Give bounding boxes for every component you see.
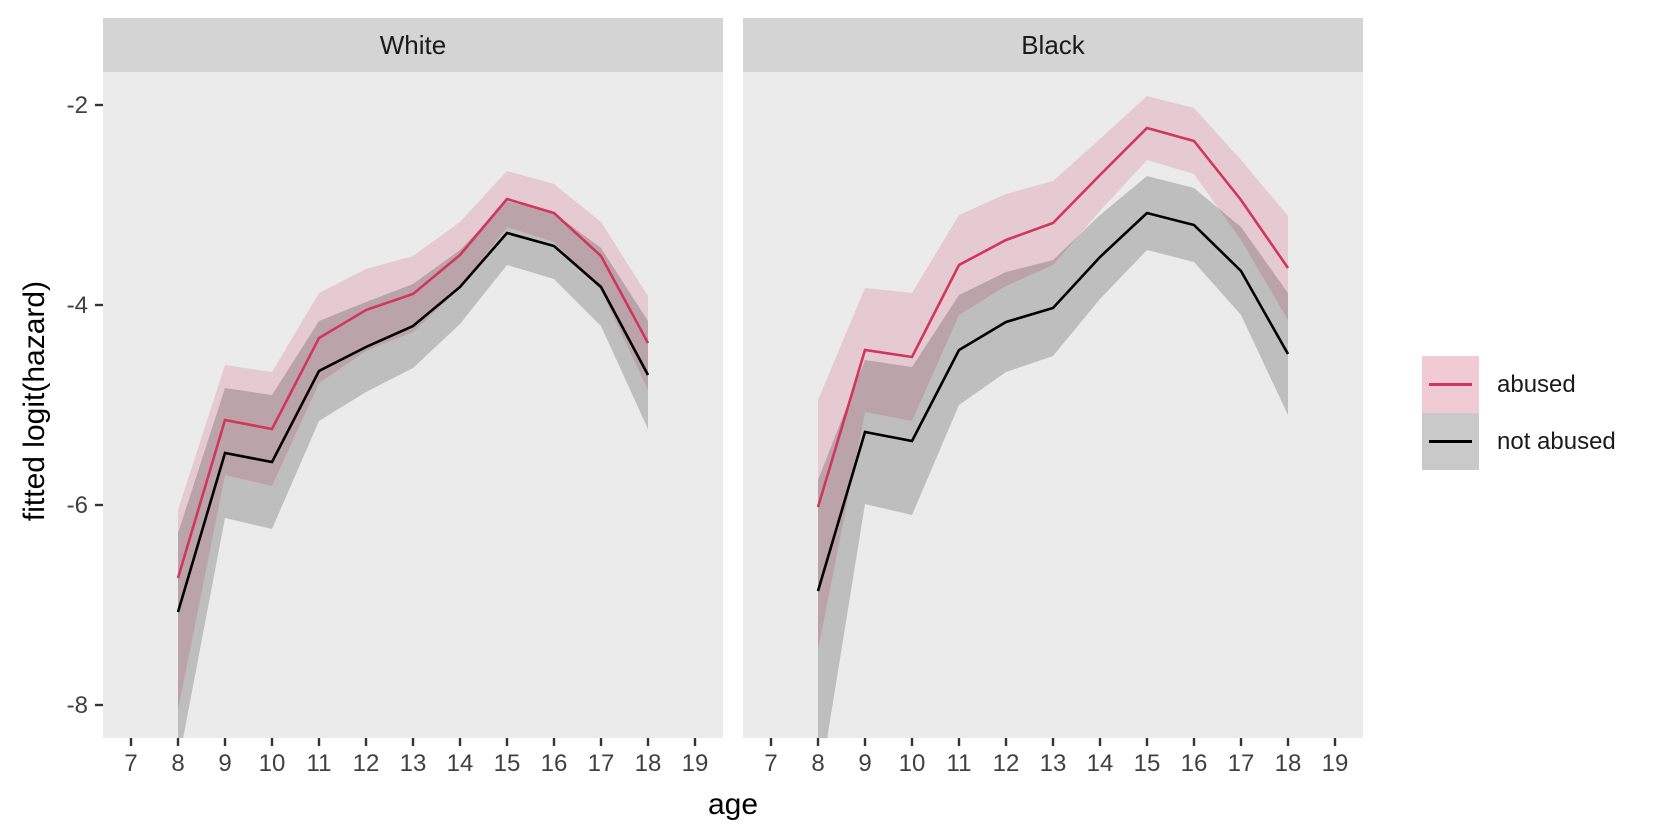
x-tick-label: 9 (218, 750, 231, 777)
x-tick-label: 8 (811, 750, 824, 777)
x-tick-label: 17 (1228, 750, 1255, 777)
legend-item-not-abused: not abused (1422, 413, 1662, 470)
y-tick-label: -8 (67, 692, 88, 719)
x-tick-label: 19 (1322, 750, 1349, 777)
x-tick-label: 10 (899, 750, 926, 777)
x-tick-label: 8 (171, 750, 184, 777)
abused-hazard-line (816, 126, 1290, 508)
panel-background-black (743, 72, 1363, 738)
x-tick-label: 16 (541, 750, 568, 777)
not-abused-hazard-line (176, 231, 650, 613)
legend: abused not abused (1422, 356, 1662, 470)
not-abused-hazard-line (816, 211, 1290, 592)
legend-key-not-abused (1422, 413, 1479, 470)
x-tick-label: 13 (400, 750, 427, 777)
x-tick-label: 10 (259, 750, 286, 777)
y-axis-title: fitted logit(hazard) (18, 280, 51, 522)
panel-background-white (103, 72, 723, 738)
x-axis-title: age (707, 788, 759, 821)
facet-label-black: Black (1021, 29, 1085, 60)
x-tick-label: 13 (1040, 750, 1067, 777)
abused-confidence-ribbon (178, 171, 648, 710)
panel-plot-area-black (816, 96, 1290, 738)
x-tick-label: 18 (1275, 750, 1302, 777)
legend-label-abused: abused (1497, 370, 1576, 398)
y-tick-label: -4 (67, 292, 88, 319)
y-tick-label: -6 (67, 492, 88, 519)
x-tick-label: 12 (353, 750, 380, 777)
x-tick-label: 15 (494, 750, 521, 777)
x-tick-label: 9 (858, 750, 871, 777)
facet-strip-black: Black (743, 18, 1363, 72)
x-tick-label: 11 (307, 750, 332, 777)
x-tick-label: 12 (993, 750, 1020, 777)
panel-plot-area-white (176, 171, 650, 738)
not-abused-confidence-ribbon (818, 176, 1288, 738)
legend-key-abused (1422, 356, 1479, 413)
x-tick-label: 17 (588, 750, 615, 777)
legend-label-not-abused: not abused (1497, 427, 1616, 455)
x-tick-label: 14 (1087, 750, 1114, 777)
x-tick-label: 14 (447, 750, 474, 777)
abused-hazard-line (176, 197, 650, 579)
x-tick-label: 19 (682, 750, 709, 777)
abused-confidence-ribbon (818, 96, 1288, 650)
x-tick-label: 7 (124, 750, 137, 777)
legend-item-abused: abused (1422, 356, 1662, 413)
x-tick-label: 7 (764, 750, 777, 777)
x-tick-label: 16 (1181, 750, 1208, 777)
x-tick-label: 11 (947, 750, 972, 777)
legend-line-not-abused (1429, 440, 1472, 443)
y-tick-label: -2 (67, 92, 88, 119)
x-tick-label: 18 (635, 750, 662, 777)
facet-label-white: White (379, 29, 447, 60)
facet-strip-white: White (103, 18, 723, 72)
x-tick-label: 15 (1134, 750, 1161, 777)
legend-line-abused (1429, 383, 1472, 386)
